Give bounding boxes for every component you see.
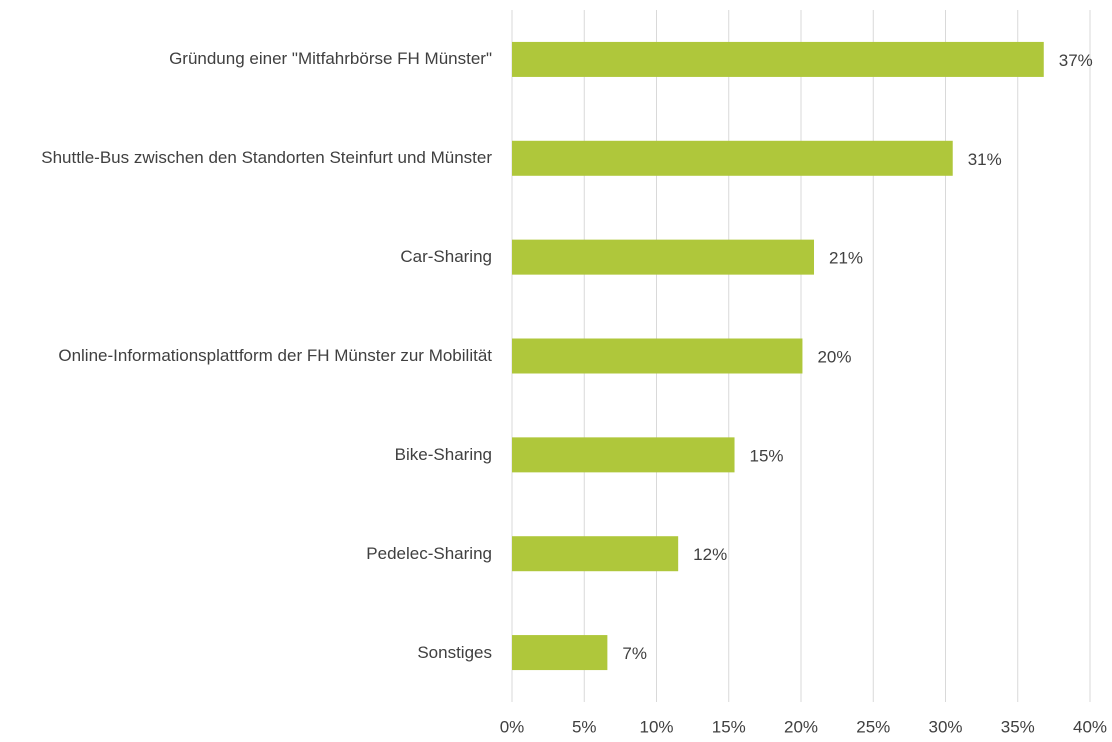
data-label: 20% (817, 347, 851, 366)
y-tick-label: Pedelec-Sharing (366, 543, 492, 563)
category-label-box: Gründung einer "Mitfahrbörse FH Münster" (10, 10, 492, 109)
x-tick-label: 20% (784, 717, 818, 736)
y-tick-label: Online-Informationsplattform der FH Müns… (58, 345, 492, 365)
data-label: 31% (968, 150, 1002, 169)
data-label: 7% (622, 644, 647, 663)
data-label: 12% (693, 545, 727, 564)
x-tick-label: 15% (712, 717, 746, 736)
category-label-box: Car-Sharing (10, 208, 492, 307)
category-label-box: Sonstiges (10, 603, 492, 702)
bar (512, 41, 1044, 77)
y-tick-label: Car-Sharing (400, 247, 492, 267)
x-tick-label: 35% (1001, 717, 1035, 736)
bar (512, 239, 815, 275)
data-label: 37% (1059, 51, 1093, 70)
x-tick-label: 5% (572, 717, 597, 736)
bar (512, 140, 953, 176)
category-label-box: Shuttle-Bus zwischen den Standorten Stei… (10, 109, 492, 208)
bar (512, 635, 608, 671)
data-label: 15% (750, 446, 784, 465)
y-tick-label: Shuttle-Bus zwischen den Standorten Stei… (41, 148, 492, 168)
bar (512, 437, 735, 473)
x-tick-label: 0% (500, 717, 525, 736)
x-tick-label: 10% (639, 717, 673, 736)
data-label: 21% (829, 249, 863, 268)
bar (512, 338, 803, 374)
x-tick-label: 25% (856, 717, 890, 736)
x-tick-label: 30% (928, 717, 962, 736)
bar (512, 536, 679, 572)
y-tick-label: Gründung einer "Mitfahrbörse FH Münster" (169, 49, 492, 69)
category-label-box: Pedelec-Sharing (10, 504, 492, 603)
category-label-box: Bike-Sharing (10, 405, 492, 504)
y-tick-label: Sonstiges (417, 642, 492, 662)
x-tick-label: 40% (1073, 717, 1107, 736)
category-label-box: Online-Informationsplattform der FH Müns… (10, 307, 492, 406)
y-tick-label: Bike-Sharing (394, 444, 492, 464)
